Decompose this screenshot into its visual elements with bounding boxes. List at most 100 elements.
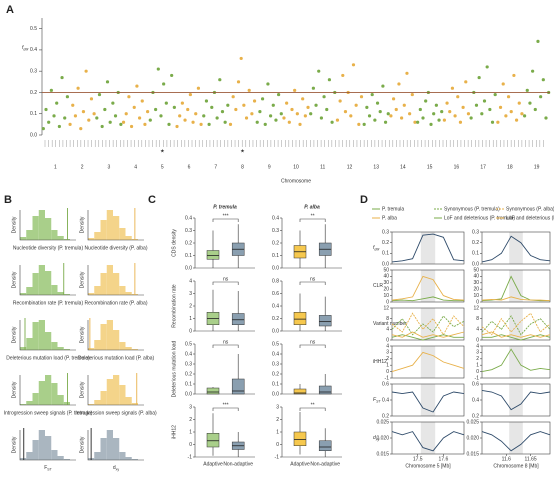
hist-bar (38, 320, 45, 350)
hist-bar (45, 436, 52, 460)
point (493, 92, 497, 97)
y-tick-label: 4 (386, 327, 389, 333)
x-tick-label: Adaptive (203, 461, 223, 467)
significance-bracket (299, 218, 326, 222)
point (148, 118, 152, 122)
point (354, 103, 358, 107)
point (164, 101, 168, 105)
point (520, 112, 524, 116)
y-tick-label: 8 (476, 316, 479, 322)
box (206, 433, 220, 448)
y-tick-label: 0.3 (185, 228, 192, 234)
point (250, 112, 254, 116)
track-label-main: F (373, 397, 377, 403)
y-tick-label: 1 (386, 363, 389, 369)
frame (391, 231, 465, 265)
y-tick-label: 8 (386, 316, 389, 322)
axes (19, 430, 76, 461)
box (318, 440, 332, 451)
point (154, 107, 158, 112)
point (140, 99, 144, 103)
y-tick-label: -1 (385, 375, 390, 381)
star: ★ (240, 148, 245, 154)
hist-bar (119, 342, 126, 350)
hist-bar (100, 438, 107, 460)
point (482, 99, 487, 103)
hist-bar (131, 349, 138, 350)
point (73, 114, 78, 118)
legend-label: LoF and deleterious (P. tremula) (444, 215, 515, 221)
hist-bar (119, 385, 126, 405)
track-label-main: CLR (373, 283, 383, 289)
axes (87, 320, 144, 351)
y-axis-label: Recombination rate (171, 284, 177, 328)
point (359, 95, 364, 99)
point (378, 110, 382, 114)
point (92, 112, 96, 116)
x-tick-label: 8 (241, 164, 244, 170)
x-axis-label-main: d (113, 465, 116, 471)
axes (194, 218, 255, 269)
frame (391, 421, 465, 455)
point (480, 112, 484, 116)
highlight (509, 422, 523, 454)
point (458, 120, 463, 124)
box (231, 313, 245, 325)
y-tick-label: 0.3 (272, 361, 279, 367)
point (162, 82, 166, 86)
point (279, 112, 283, 116)
point (424, 99, 428, 103)
point (52, 114, 56, 118)
x-tick-label: 19 (534, 164, 540, 170)
box (206, 387, 220, 395)
hist-bar (119, 228, 126, 240)
y-tick-label: 0 (476, 337, 479, 343)
hist-bar (88, 404, 95, 405)
x-axis-label: Nucleotide diversity (P. tremula) (13, 245, 84, 251)
point (330, 120, 334, 124)
hist-bar (94, 400, 101, 405)
track-line (481, 315, 551, 336)
point (172, 105, 176, 109)
frame (481, 269, 551, 303)
significance: ** (311, 213, 315, 219)
y-tick-label: 3 (189, 291, 192, 297)
x-axis-label: Nucleotide diversity (P. alba) (85, 245, 148, 251)
significance-bracket (299, 407, 326, 411)
point (498, 105, 503, 109)
track-line (481, 312, 551, 336)
y-tick-label: 0.0 (382, 261, 389, 267)
point (410, 92, 414, 97)
hist-bar (38, 210, 45, 240)
hist-bar (94, 232, 101, 240)
x-axis-label: FST (44, 465, 52, 471)
track-line (391, 391, 465, 413)
point (539, 95, 543, 99)
hist-bar (63, 239, 70, 240)
hist-bar (94, 340, 101, 350)
legend-label: Synonymous (P. tremula) (444, 206, 500, 212)
track-line (391, 334, 464, 341)
hist-bar (57, 236, 64, 240)
point (260, 97, 265, 101)
axes (87, 265, 144, 296)
y-tick-label: 0.015 (466, 451, 479, 457)
point (453, 114, 457, 118)
hist-bar (57, 395, 64, 405)
y-tick-label: 0.1 (382, 251, 389, 257)
y-tick-label: 3 (386, 350, 389, 356)
x-tick-label: Adaptive (290, 461, 310, 467)
hist-bar (106, 379, 113, 405)
point (143, 122, 147, 126)
hist-bar (20, 458, 27, 460)
hist-bar (26, 338, 33, 350)
point (287, 120, 291, 124)
track-label: Variant number (373, 321, 407, 327)
y-tick-label: 1 (189, 316, 192, 322)
point (274, 118, 278, 122)
y-tick-label: 2 (189, 417, 192, 423)
y-tick-label: 12 (383, 305, 389, 311)
frame (481, 231, 551, 265)
point (531, 69, 535, 73)
